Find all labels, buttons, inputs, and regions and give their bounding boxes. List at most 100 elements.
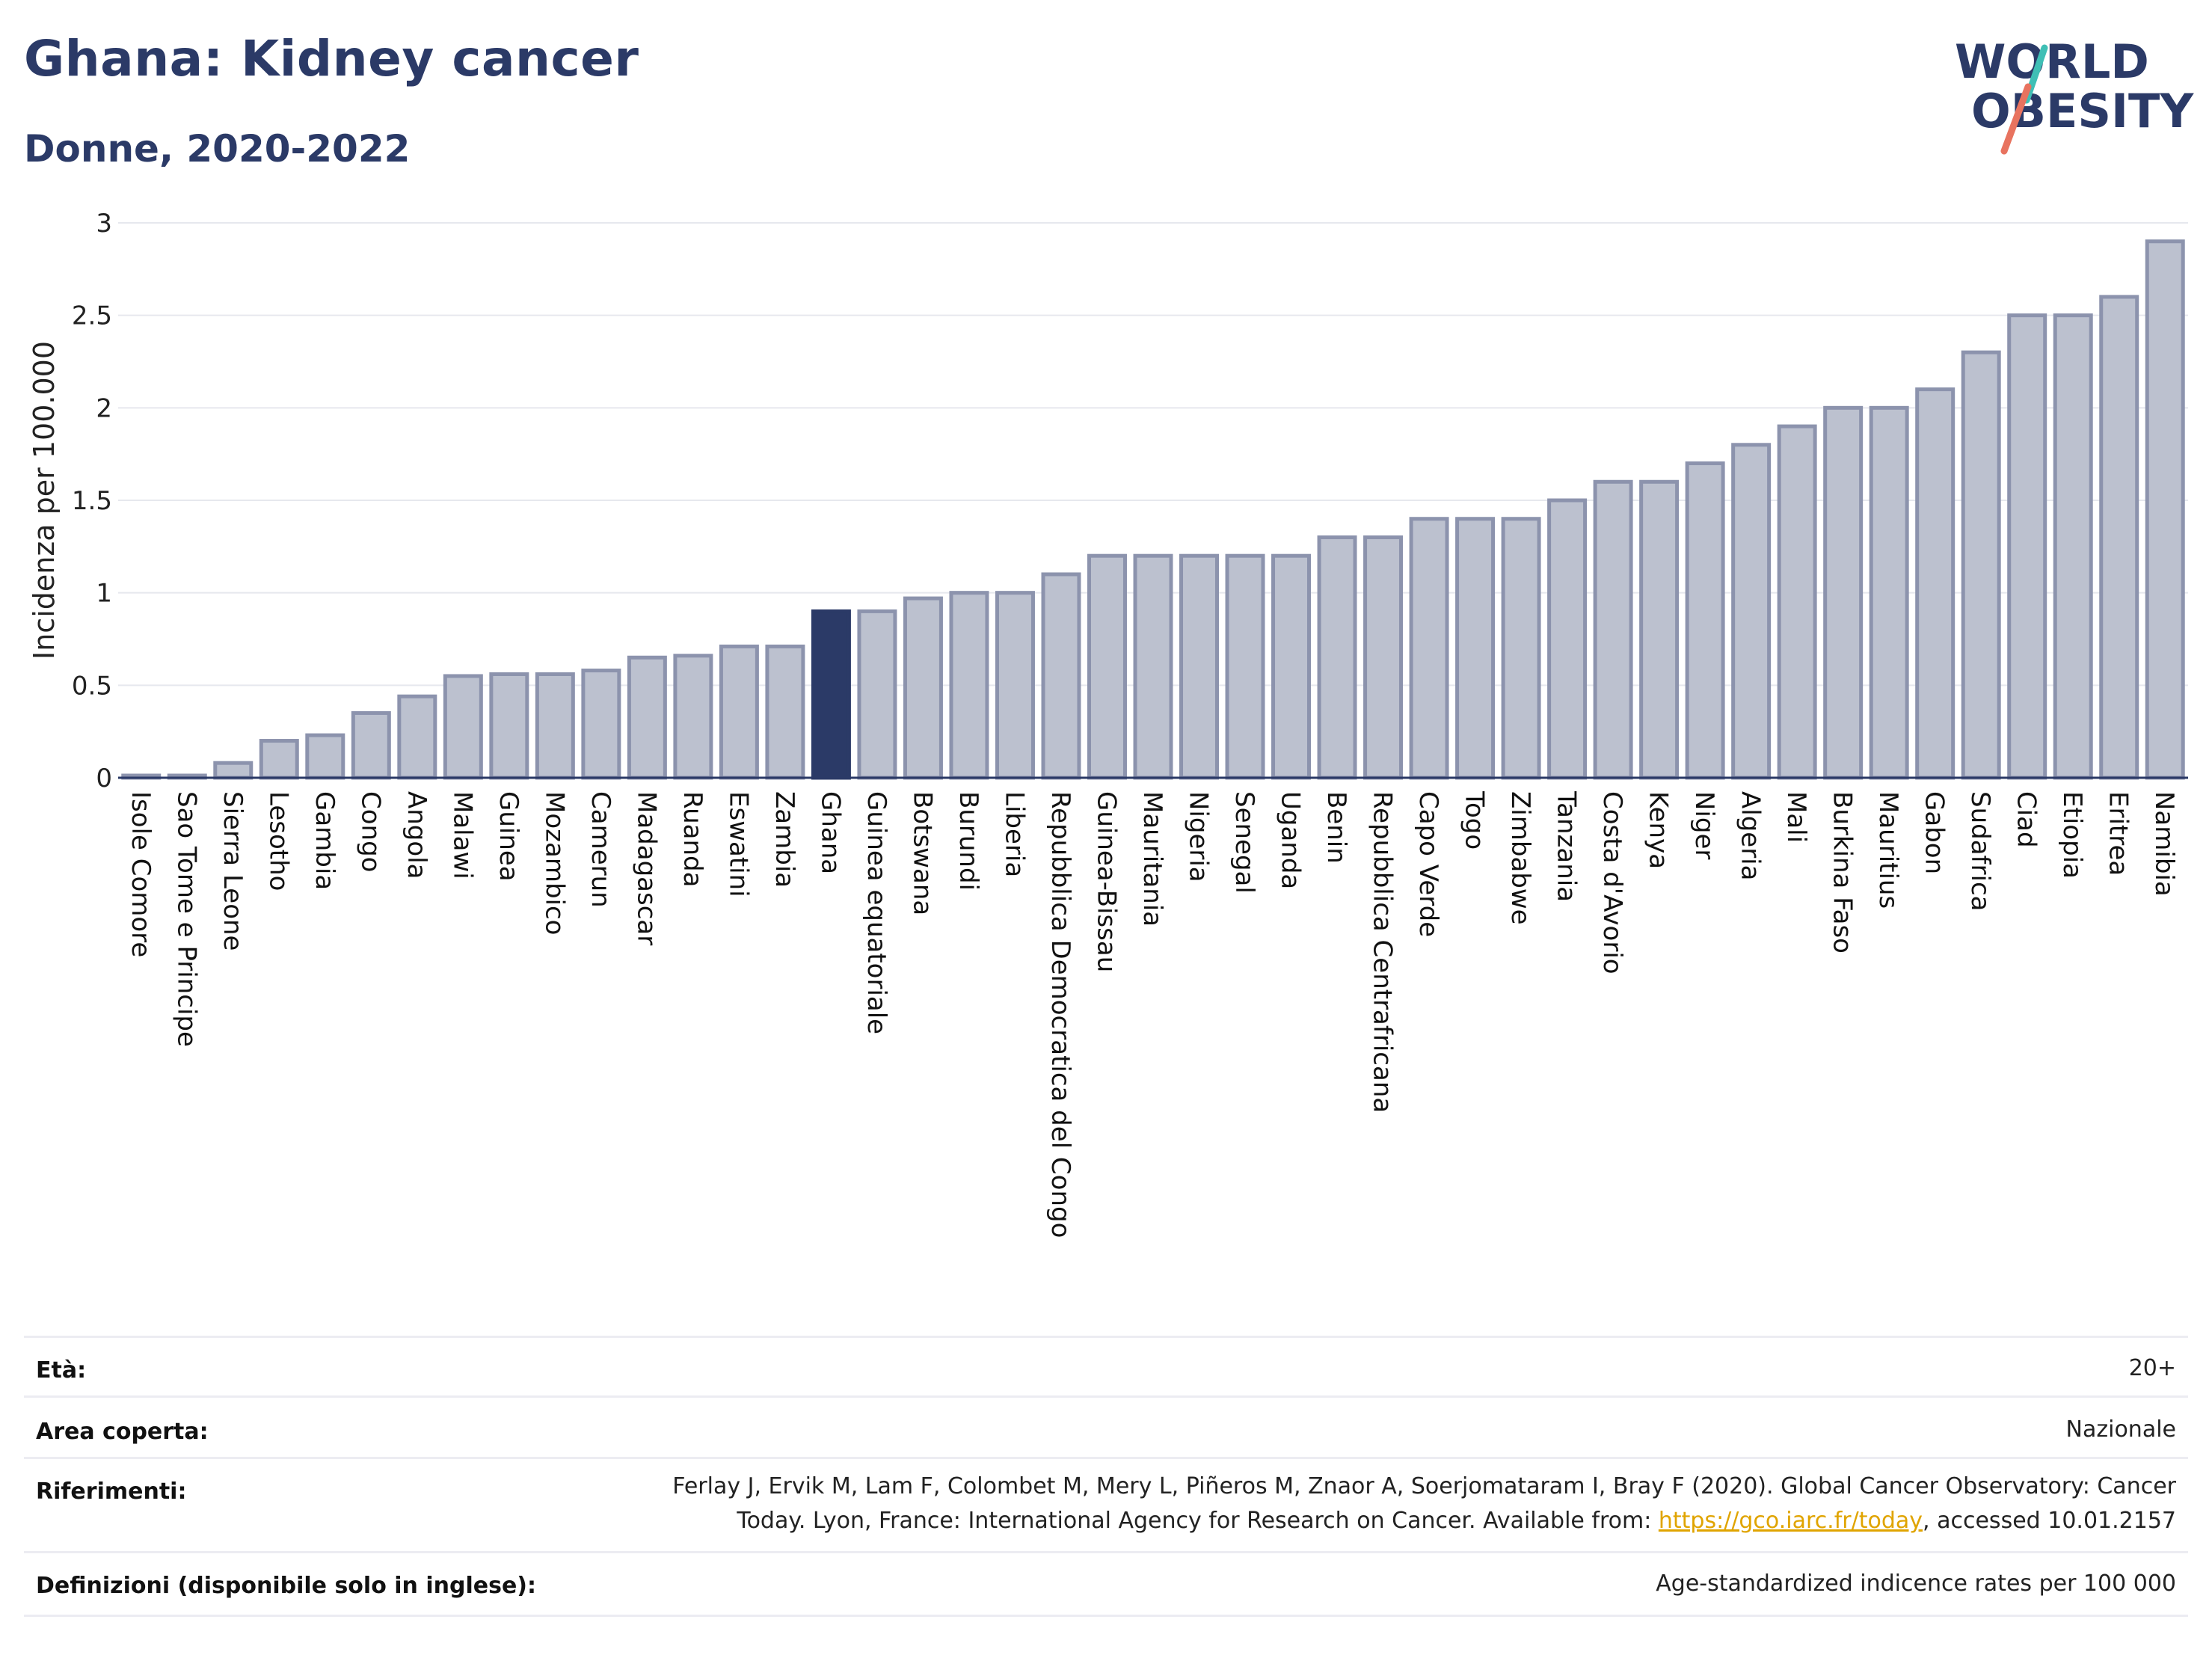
x-tick-label: Capo Verde	[1413, 791, 1443, 937]
meta-row-definitions: Definizioni (disponibile solo in inglese…	[24, 1551, 2188, 1617]
x-tick-label: Algeria	[1736, 791, 1766, 880]
x-tick-label: Nigeria	[1184, 791, 1214, 882]
x-tick-label: Zambia	[769, 791, 799, 888]
meta-age-value: 20+	[2128, 1355, 2176, 1381]
bar	[1639, 479, 1680, 780]
x-tick-label: Zimbabwe	[1505, 791, 1535, 925]
meta-area-value: Nazionale	[2065, 1416, 2176, 1443]
logo-line-2: OBESITY	[1971, 84, 2194, 138]
x-tick-label: Sao Tome e Principe	[171, 791, 201, 1047]
x-tick-label: Etiopia	[2057, 791, 2087, 879]
bar	[1731, 443, 1772, 780]
x-tick-label: Camerun	[586, 791, 615, 908]
x-tick-label: Guinea equatoriale	[861, 791, 891, 1034]
x-tick-label: Eritrea	[2104, 791, 2133, 876]
y-tick-label: 3	[96, 209, 112, 239]
bar	[489, 672, 529, 780]
bar	[1041, 572, 1081, 780]
bar	[2053, 313, 2093, 780]
meta-def-label: Definizioni (disponibile solo in inglese…	[36, 1573, 536, 1599]
bar	[1547, 498, 1588, 780]
bar	[1179, 553, 1220, 780]
meta-row-age: Età: 20+	[24, 1336, 2188, 1398]
meta-ref-label: Riferimenti:	[36, 1479, 187, 1505]
bar	[1133, 553, 1173, 780]
world-obesity-logo: WORLD OBESITY	[1955, 34, 2194, 155]
x-tick-label: Malawi	[447, 791, 477, 879]
x-tick-label: Niger	[1689, 791, 1719, 859]
bar	[1087, 553, 1127, 780]
bar	[259, 739, 299, 780]
bar	[1225, 553, 1265, 780]
x-tick-label: Isole Comore	[126, 791, 156, 957]
x-tick-label: Eswatini	[723, 791, 753, 897]
y-tick-label: 2	[96, 393, 112, 423]
meta-row-references: Riferimenti: Ferlay J, Ervik M, Lam F, C…	[24, 1457, 2188, 1553]
bar	[1363, 535, 1404, 780]
x-tick-label: Ruanda	[678, 791, 707, 887]
y-axis-label: Incidenza per 100.000	[28, 341, 61, 660]
x-tick-label: Congo	[355, 791, 385, 872]
meta-ref-value: Ferlay J, Ervik M, Lam F, Colombet M, Me…	[672, 1470, 2176, 1538]
x-tick-label: Benin	[1321, 791, 1351, 864]
x-tick-label: Repubblica Democratica del Congo	[1045, 791, 1075, 1238]
x-tick-label: Togo	[1460, 790, 1490, 850]
meta-ref-line-2: Today. Lyon, France: International Agenc…	[672, 1504, 2176, 1538]
bar	[995, 591, 1035, 780]
x-tick-label: Uganda	[1276, 791, 1306, 889]
bar	[719, 644, 759, 780]
chart-title: Ghana: Kidney cancer	[24, 30, 639, 87]
x-tick-label: Kenya	[1644, 791, 1674, 869]
bar	[1915, 387, 1956, 780]
bar	[1455, 517, 1496, 780]
x-tick-label: Madagascar	[631, 791, 661, 945]
x-tick-label: Burundi	[953, 791, 983, 891]
bar	[1961, 350, 2001, 780]
logo-slash-coral	[2000, 83, 2032, 155]
x-tick-label: Guinea-Bissau	[1091, 791, 1121, 972]
bar	[1317, 535, 1357, 780]
meta-ref-line-1: Ferlay J, Ervik M, Lam F, Colombet M, Me…	[672, 1473, 2176, 1499]
x-tick-label: Tanzania	[1552, 790, 1582, 902]
x-tick-label: Namibia	[2149, 791, 2179, 897]
x-tick-label: Guinea	[494, 791, 523, 882]
bar	[2099, 295, 2139, 780]
x-tick-label: Gambia	[310, 791, 340, 890]
gco-link[interactable]: https://gco.iarc.fr/today	[1658, 1508, 1923, 1534]
meta-ref-line-2-pre: Today. Lyon, France: International Agenc…	[737, 1508, 1659, 1534]
x-tick-label: Costa d'Avorio	[1597, 791, 1627, 974]
bar	[673, 654, 713, 780]
x-tick-label: Sudafrica	[1965, 791, 1995, 911]
bar	[857, 609, 897, 780]
x-tick-label: Senegal	[1229, 791, 1259, 894]
bar	[305, 733, 345, 780]
y-tick-label: 1.5	[72, 486, 112, 516]
bar	[1777, 424, 1817, 780]
bar	[535, 672, 575, 780]
x-tick-label: Repubblica Centrafricana	[1368, 791, 1398, 1113]
y-tick-label: 0	[96, 764, 112, 793]
bar-chart: 0 0.5 1 1.5 2 2.5 3 Incidenza per 100.000 Isole …	[28, 209, 2188, 1238]
bar	[1593, 479, 1633, 780]
x-tick-label: Liberia	[999, 791, 1029, 877]
meta-age-label: Età:	[36, 1357, 87, 1384]
bar	[903, 596, 943, 780]
x-tick-label: Mauritius	[1873, 791, 1903, 909]
x-tick-label: Lesotho	[263, 791, 293, 891]
y-tick-label: 0.5	[72, 671, 112, 701]
bar	[397, 694, 437, 780]
x-tick-label: Burkina Faso	[1828, 791, 1858, 954]
bar	[1685, 461, 1725, 780]
bar	[811, 609, 851, 780]
x-tick-label: Ciad	[2012, 791, 2042, 848]
bar	[765, 644, 805, 780]
meta-def-value: Age-standardized indicence rates per 100…	[1656, 1570, 2176, 1597]
y-tick-label: 2.5	[72, 301, 112, 331]
x-tick-label: Mauritania	[1137, 791, 1167, 927]
bar	[581, 669, 621, 780]
x-tick-label: Mali	[1781, 791, 1811, 843]
x-tick-label: Ghana	[815, 791, 845, 874]
x-tick-label: Angola	[402, 791, 431, 879]
bar	[213, 761, 254, 780]
bar	[2145, 239, 2185, 780]
